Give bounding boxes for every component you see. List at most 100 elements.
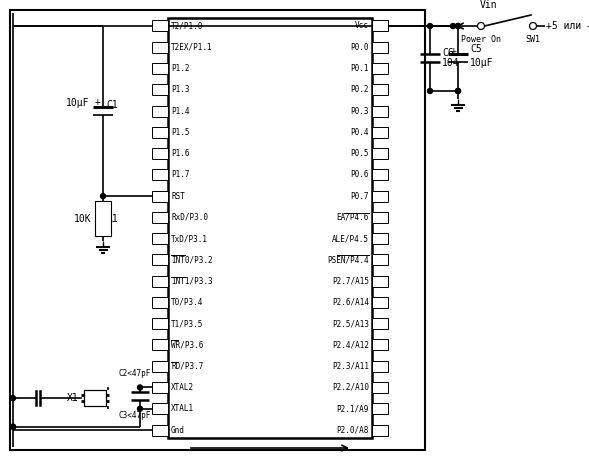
Text: XTAL2: XTAL2 xyxy=(171,383,194,392)
Text: P1.6: P1.6 xyxy=(171,149,190,158)
Bar xyxy=(372,63,388,74)
Bar xyxy=(84,390,106,406)
Text: 28: 28 xyxy=(375,277,385,286)
Text: RD/P3.7: RD/P3.7 xyxy=(171,362,203,371)
Bar xyxy=(372,276,388,287)
Text: INT1/P3.3: INT1/P3.3 xyxy=(171,277,213,286)
Bar xyxy=(372,106,388,117)
Text: Vcc: Vcc xyxy=(355,22,369,30)
Bar xyxy=(372,190,388,201)
Text: R1: R1 xyxy=(106,213,118,224)
Bar xyxy=(152,297,168,308)
Text: P2.5/A13: P2.5/A13 xyxy=(332,319,369,328)
Text: 22: 22 xyxy=(375,404,385,413)
Text: C6: C6 xyxy=(442,47,454,58)
Text: 4: 4 xyxy=(158,85,163,95)
Circle shape xyxy=(11,424,15,429)
Bar xyxy=(372,233,388,244)
Text: 24: 24 xyxy=(375,362,385,371)
Bar xyxy=(372,403,388,414)
Text: 10μF: 10μF xyxy=(65,98,89,108)
Circle shape xyxy=(137,385,143,390)
Bar xyxy=(372,339,388,350)
Text: T2/P1.0: T2/P1.0 xyxy=(171,22,203,30)
Text: PSEN/P4.4: PSEN/P4.4 xyxy=(327,255,369,265)
Text: Gnd: Gnd xyxy=(171,426,185,435)
Circle shape xyxy=(455,24,461,29)
Bar xyxy=(152,63,168,74)
Bar xyxy=(152,276,168,287)
Bar xyxy=(168,18,372,438)
Bar xyxy=(372,20,388,31)
Text: C1: C1 xyxy=(106,100,118,110)
Text: 29: 29 xyxy=(375,255,385,265)
Bar xyxy=(152,42,168,53)
Bar xyxy=(372,127,388,138)
Bar xyxy=(372,361,388,372)
Text: 27: 27 xyxy=(375,298,385,307)
Bar xyxy=(152,233,168,244)
Text: +: + xyxy=(94,97,100,107)
Text: 10K: 10K xyxy=(74,213,91,224)
Text: 20: 20 xyxy=(155,426,164,435)
Circle shape xyxy=(451,24,455,29)
Text: EA/P4.6: EA/P4.6 xyxy=(337,213,369,222)
Circle shape xyxy=(428,24,432,29)
Text: C3<47pF: C3<47pF xyxy=(119,411,151,420)
Text: Vin: Vin xyxy=(480,0,498,10)
Bar xyxy=(372,84,388,95)
Text: P1.3: P1.3 xyxy=(171,85,190,95)
Bar xyxy=(152,84,168,95)
Text: 31: 31 xyxy=(375,213,385,222)
Bar xyxy=(372,297,388,308)
Text: 39: 39 xyxy=(375,43,385,52)
Bar xyxy=(95,201,111,236)
Text: 30: 30 xyxy=(375,234,385,243)
Text: 40: 40 xyxy=(375,22,385,30)
Text: 8: 8 xyxy=(158,171,163,179)
Text: 13: 13 xyxy=(155,277,164,286)
Text: 34: 34 xyxy=(375,149,385,158)
Bar xyxy=(152,403,168,414)
Bar xyxy=(152,20,168,31)
Text: P2.3/A11: P2.3/A11 xyxy=(332,362,369,371)
Bar xyxy=(372,254,388,266)
Text: P1.5: P1.5 xyxy=(171,128,190,137)
Text: 21: 21 xyxy=(375,426,385,435)
Text: 25: 25 xyxy=(375,340,385,349)
Text: 7: 7 xyxy=(158,149,163,158)
Text: 33: 33 xyxy=(375,171,385,179)
Text: T2EX/P1.1: T2EX/P1.1 xyxy=(171,43,213,52)
Bar xyxy=(152,425,168,436)
Text: ALE/P4.5: ALE/P4.5 xyxy=(332,234,369,243)
Circle shape xyxy=(455,89,461,94)
Bar xyxy=(152,382,168,393)
Text: 104: 104 xyxy=(442,59,459,69)
Text: 5: 5 xyxy=(158,106,163,116)
Text: 14: 14 xyxy=(155,298,164,307)
Text: T0/P3.4: T0/P3.4 xyxy=(171,298,203,307)
Text: P1.7: P1.7 xyxy=(171,171,190,179)
Text: P1.2: P1.2 xyxy=(171,64,190,73)
Text: 37: 37 xyxy=(375,85,385,95)
Text: 2: 2 xyxy=(158,43,163,52)
Circle shape xyxy=(11,396,15,401)
Text: 12: 12 xyxy=(155,255,164,265)
Text: 32: 32 xyxy=(375,192,385,201)
Text: +5 или +3V: +5 или +3V xyxy=(546,21,589,31)
Text: P0.1: P0.1 xyxy=(350,64,369,73)
Text: P2.1/A9: P2.1/A9 xyxy=(337,404,369,413)
Text: T1/P3.5: T1/P3.5 xyxy=(171,319,203,328)
Circle shape xyxy=(137,406,143,411)
Bar xyxy=(152,212,168,223)
Text: 10: 10 xyxy=(155,213,164,222)
Circle shape xyxy=(428,89,432,94)
Text: 1: 1 xyxy=(158,22,163,30)
Bar xyxy=(152,339,168,350)
Text: RxD/P3.0: RxD/P3.0 xyxy=(171,213,208,222)
Text: 26: 26 xyxy=(375,319,385,328)
Text: P0.4: P0.4 xyxy=(350,128,369,137)
Text: P2.6/A14: P2.6/A14 xyxy=(332,298,369,307)
Bar xyxy=(152,190,168,201)
Text: 10μF: 10μF xyxy=(470,58,494,67)
